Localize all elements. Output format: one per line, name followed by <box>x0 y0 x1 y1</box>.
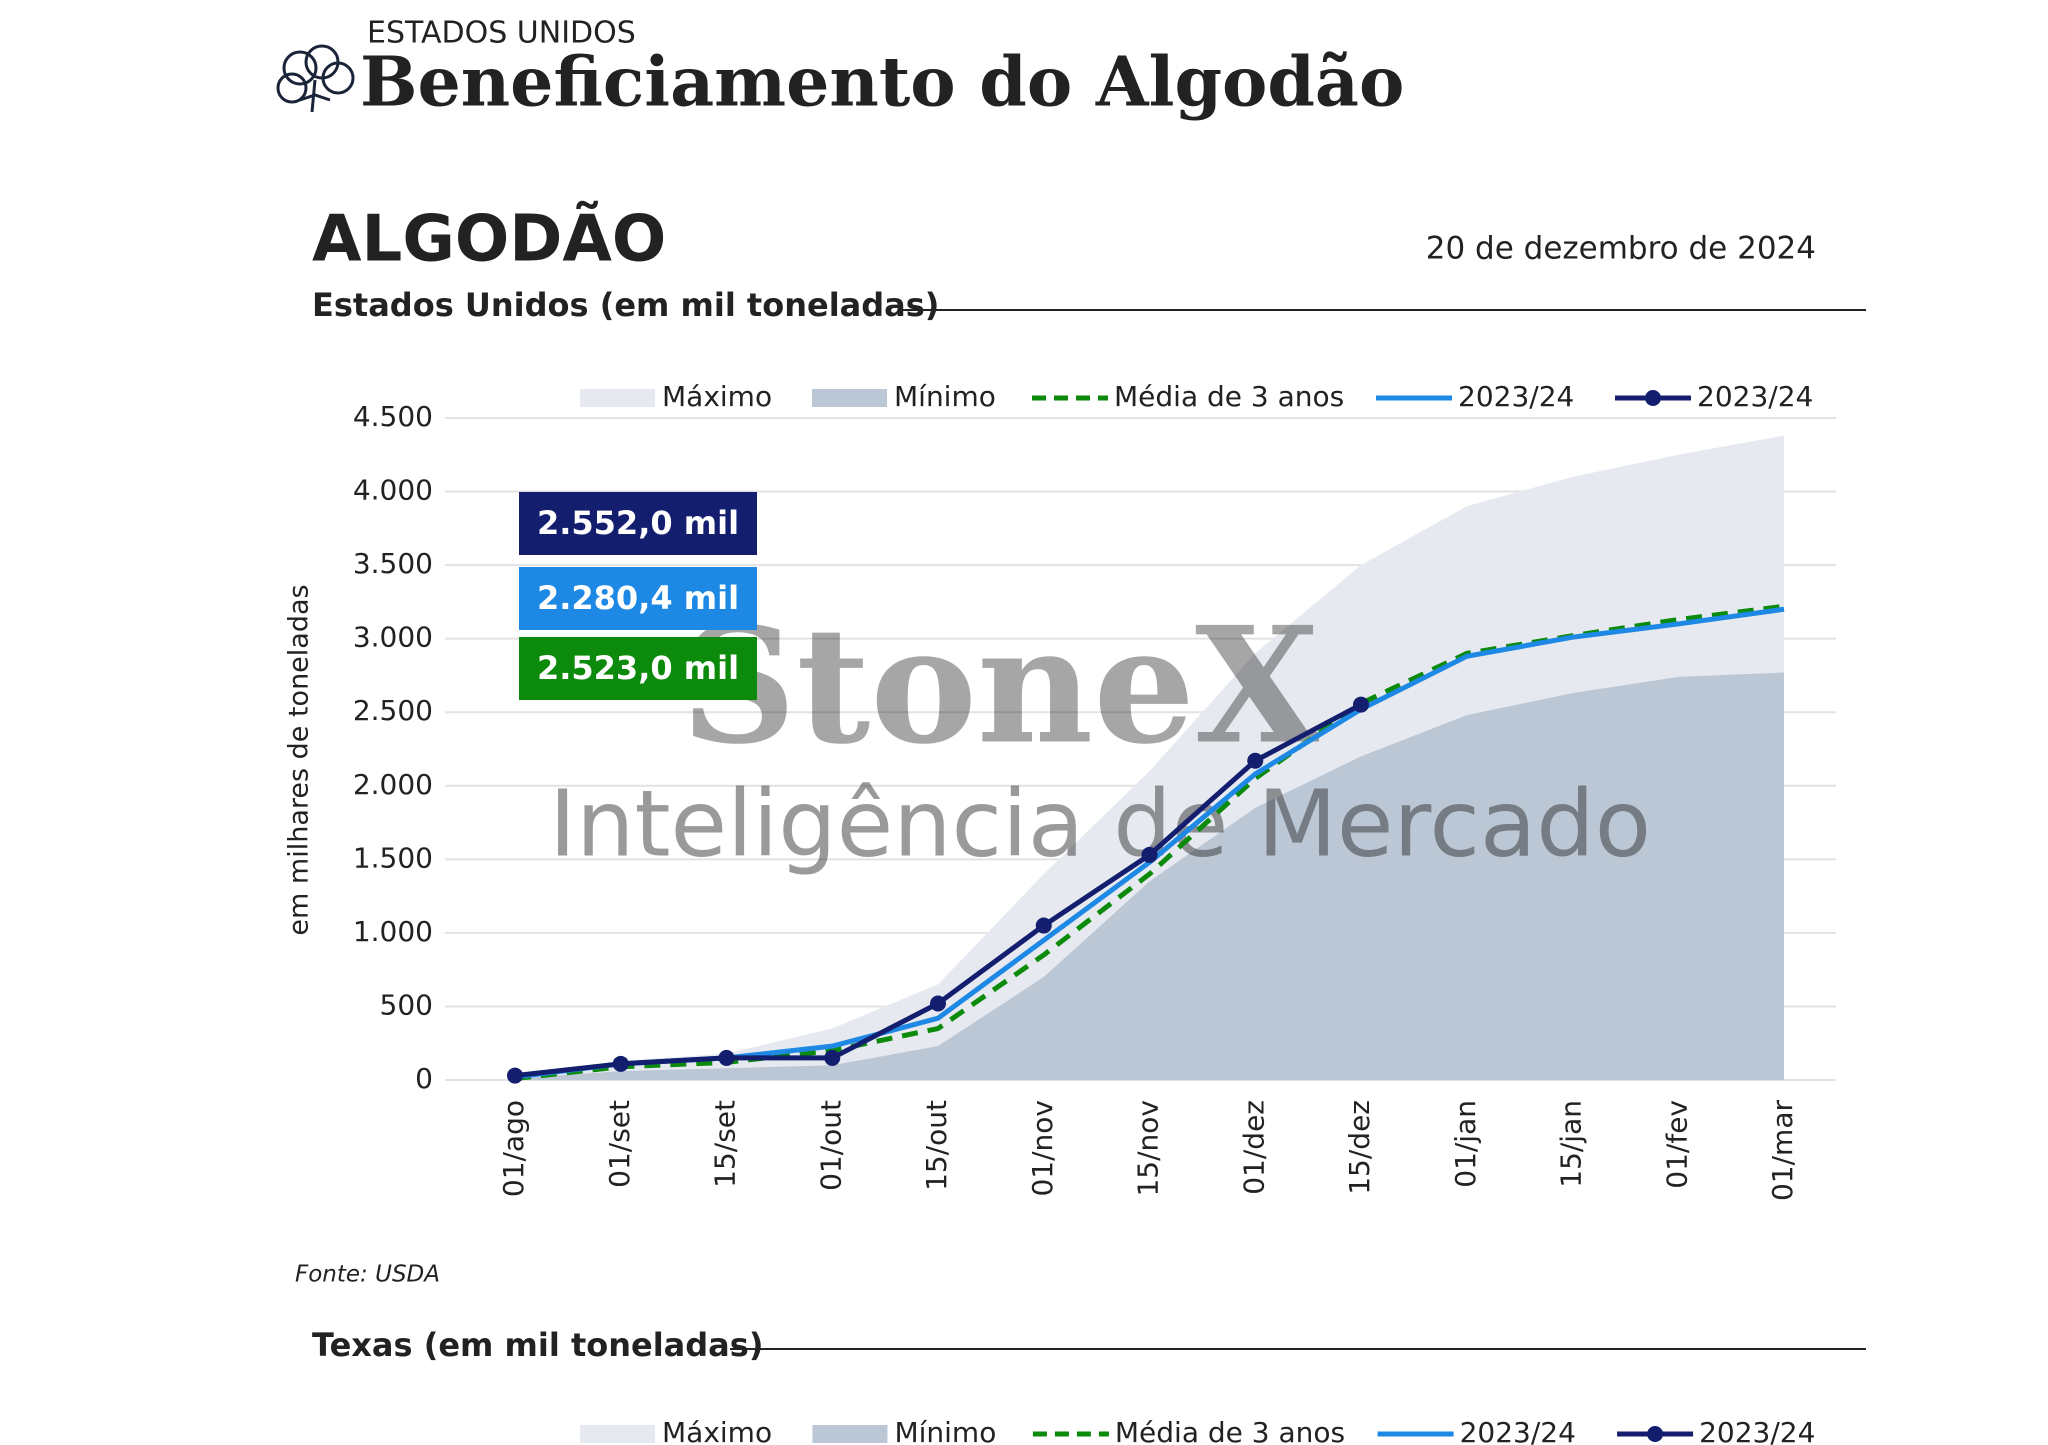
legend-label: 2023/24 <box>1460 1416 1576 1445</box>
legend-swatch <box>812 1425 888 1443</box>
x-tick-label: 01/dez <box>1237 1100 1270 1195</box>
legend-label: Média de 3 anos <box>1115 1416 1345 1445</box>
x-tick-label: 15/dez <box>1343 1100 1376 1195</box>
point <box>930 995 946 1012</box>
y-tick-label: 1.500 <box>353 841 433 874</box>
callout-label: 2.280,4 mil <box>537 579 739 617</box>
x-tick-label: 01/out <box>814 1100 847 1191</box>
x-tick-label: 01/fev <box>1660 1100 1693 1189</box>
area <box>515 672 1784 1080</box>
point <box>824 1049 841 1066</box>
y-tick-label: 4.000 <box>353 474 433 507</box>
header-title: Beneficiamento do Algodão <box>360 43 1404 123</box>
point <box>1353 696 1369 713</box>
legend-label: 2023/24 <box>1458 380 1574 413</box>
y-tick-label: 4.500 <box>353 400 433 433</box>
y-tick-label: 2.000 <box>353 768 433 801</box>
x-tick-label: 01/ago <box>497 1100 530 1197</box>
point <box>1035 917 1052 934</box>
y-tick-label: 3.000 <box>353 621 433 654</box>
legend-label: Máximo <box>662 380 772 413</box>
y-tick-label: 500 <box>380 988 433 1021</box>
legend-swatch <box>580 1425 655 1443</box>
point <box>1247 752 1264 769</box>
point <box>507 1067 523 1084</box>
x-tick-label: 15/out <box>920 1100 953 1191</box>
callout-box <box>519 567 757 630</box>
callout-label: 2.552,0 mil <box>537 504 739 542</box>
x-tick-label: 01/mar <box>1766 1100 1799 1201</box>
kicker: ESTADOS UNIDOS <box>367 16 636 51</box>
legend-swatch <box>1647 1426 1664 1442</box>
y-tick-label: 1.000 <box>353 915 433 948</box>
x-tick-label: 01/jan <box>1449 1100 1482 1188</box>
legend-label: Mínimo <box>894 1416 996 1445</box>
date: 20 de dezembro de 2024 <box>1426 231 1816 267</box>
y-axis-label: em milhares de toneladas <box>284 584 315 935</box>
point <box>612 1055 629 1072</box>
legend-label: 2023/24 <box>1699 1416 1815 1445</box>
watermark: Inteligência de Mercado <box>549 770 1651 877</box>
legend-label: Mínimo <box>894 380 996 413</box>
source: Fonte: USDA <box>295 1262 440 1288</box>
y-tick-label: 0 <box>415 1062 433 1095</box>
x-tick-label: 15/jan <box>1555 1100 1588 1188</box>
callout-box <box>519 637 757 700</box>
x-tick-label: 15/set <box>709 1100 742 1188</box>
legend-swatch <box>1645 390 1661 406</box>
chart-title: ALGODÃO <box>312 201 666 277</box>
legend-label: Média de 3 anos <box>1114 380 1344 413</box>
subtitle: Estados Unidos (em mil toneladas) <box>312 286 939 324</box>
x-tick-label: 01/nov <box>1026 1100 1059 1197</box>
callout-box <box>519 492 757 555</box>
point <box>718 1049 735 1066</box>
watermark: StoneX <box>681 592 1319 780</box>
cotton-icon <box>276 44 355 113</box>
y-tick-label: 3.500 <box>353 547 433 580</box>
legend-swatch <box>580 389 655 407</box>
x-tick-label: 01/set <box>603 1100 636 1188</box>
legend-label: Máximo <box>662 1416 772 1445</box>
x-tick-label: 15/nov <box>1132 1100 1165 1197</box>
callout-label: 2.523,0 mil <box>537 649 739 687</box>
legend-swatch <box>812 389 887 407</box>
point <box>1141 846 1158 863</box>
texas-subtitle: Texas (em mil toneladas) <box>312 1326 763 1364</box>
y-tick-label: 2.500 <box>353 694 433 727</box>
legend-label: 2023/24 <box>1697 380 1813 413</box>
